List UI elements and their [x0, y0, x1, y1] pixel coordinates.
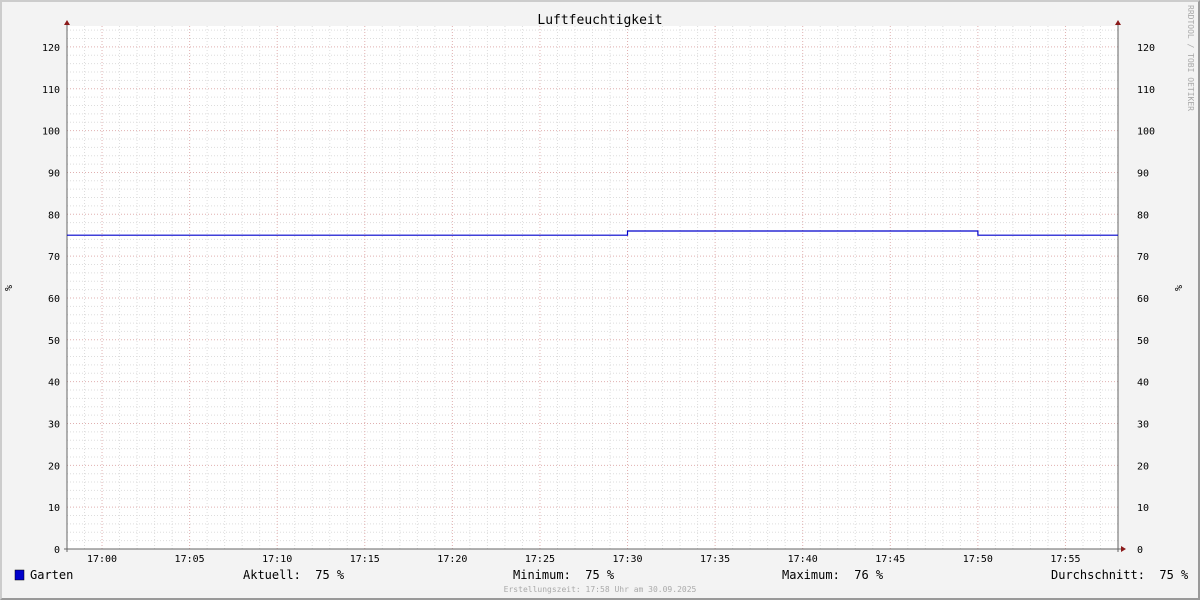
- x-tick-label: 17:40: [788, 554, 818, 565]
- y-tick-label-left: 10: [48, 503, 60, 514]
- y-tick-label-left: 20: [48, 461, 60, 472]
- y-tick-label-right: 20: [1137, 461, 1149, 472]
- y-tick-label-left: 100: [42, 127, 60, 138]
- x-tick-label: 17:00: [87, 554, 117, 565]
- footer-timestamp: Erstellungszeit: 17:58 Uhr am 30.09.2025: [504, 585, 697, 594]
- y-tick-label-right: 120: [1137, 43, 1155, 54]
- y-tick-label-right: 40: [1137, 378, 1149, 389]
- y-axis-label-left: %: [4, 285, 15, 291]
- x-tick-label: 17:45: [875, 554, 905, 565]
- y-tick-label-right: 30: [1137, 419, 1149, 430]
- y-tick-label-right: 90: [1137, 168, 1149, 179]
- y-tick-label-left: 70: [48, 252, 60, 263]
- x-tick-label: 17:05: [175, 554, 205, 565]
- x-tick-label: 17:55: [1050, 554, 1080, 565]
- y-tick-label-left: 0: [54, 545, 60, 556]
- y-tick-label-left: 110: [42, 85, 60, 96]
- y-tick-label-left: 90: [48, 168, 60, 179]
- y-tick-label-right: 60: [1137, 294, 1149, 305]
- legend-minimum: Minimum: 75 %: [513, 568, 615, 582]
- y-tick-label-right: 10: [1137, 503, 1149, 514]
- y-tick-label-right: 50: [1137, 336, 1149, 347]
- y-tick-label-left: 30: [48, 419, 60, 430]
- y-axis-label-right: %: [1174, 285, 1185, 291]
- x-axis-arrow: [1121, 546, 1126, 552]
- y-tick-label-left: 80: [48, 210, 60, 221]
- y-axis-arrow-left: [64, 20, 70, 25]
- legend-maximum: Maximum: 76 %: [782, 568, 884, 582]
- y-tick-label-left: 40: [48, 378, 60, 389]
- legend-current: Aktuell: 75 %: [243, 568, 345, 582]
- y-tick-label-left: 50: [48, 336, 60, 347]
- y-tick-label-right: 100: [1137, 127, 1155, 138]
- y-tick-label-left: 60: [48, 294, 60, 305]
- x-tick-label: 17:25: [525, 554, 555, 565]
- legend-swatch: [14, 569, 25, 581]
- chart-title: Luftfeuchtigkeit: [537, 13, 662, 28]
- y-tick-label-right: 110: [1137, 85, 1155, 96]
- x-tick-label: 17:50: [963, 554, 993, 565]
- legend-average: Durchschnitt: 75 %: [1051, 568, 1189, 582]
- y-tick-label-right: 0: [1137, 545, 1143, 556]
- x-tick-label: 17:30: [612, 554, 642, 565]
- x-tick-label: 17:15: [350, 554, 380, 565]
- y-axis-arrow-right: [1115, 20, 1121, 25]
- x-tick-label: 17:10: [262, 554, 292, 565]
- y-tick-label-right: 80: [1137, 210, 1149, 221]
- x-tick-label: 17:35: [700, 554, 730, 565]
- legend-series-name: Garten: [30, 568, 73, 582]
- y-tick-label-left: 120: [42, 43, 60, 54]
- series-line-garten: [67, 230, 1118, 236]
- y-tick-label-right: 70: [1137, 252, 1149, 263]
- x-tick-label: 17:20: [437, 554, 467, 565]
- watermark: RRDTOOL / TOBI OETIKER: [1186, 5, 1195, 111]
